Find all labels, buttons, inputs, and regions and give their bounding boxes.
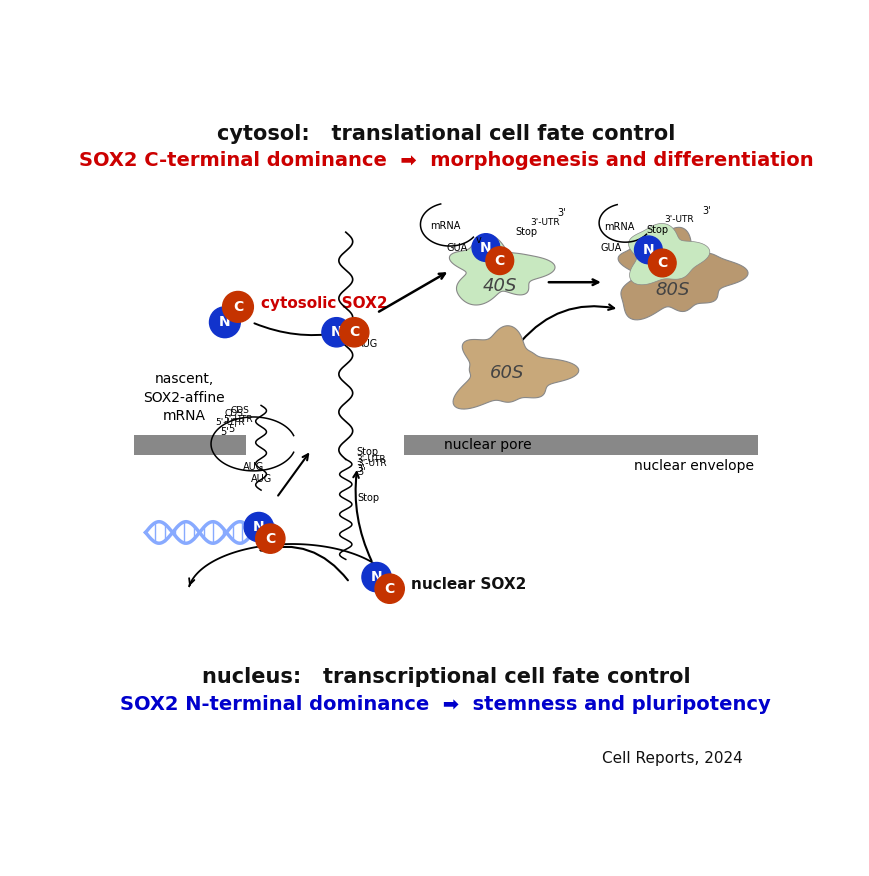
Text: C: C bbox=[233, 300, 242, 314]
Text: 60S: 60S bbox=[490, 364, 524, 382]
Polygon shape bbox=[449, 234, 554, 305]
Bar bbox=[134, 434, 245, 456]
Text: N: N bbox=[219, 315, 230, 329]
Circle shape bbox=[339, 318, 368, 347]
Circle shape bbox=[322, 318, 351, 347]
Polygon shape bbox=[617, 227, 747, 320]
Circle shape bbox=[362, 562, 391, 592]
Text: C: C bbox=[494, 254, 504, 268]
Text: 3': 3' bbox=[701, 207, 710, 216]
Text: 5': 5' bbox=[228, 423, 236, 434]
Text: Stop: Stop bbox=[514, 227, 537, 237]
Text: CDS: CDS bbox=[224, 408, 243, 418]
Text: 3'-UTR: 3'-UTR bbox=[356, 455, 386, 463]
Text: AUG: AUG bbox=[242, 462, 263, 472]
Circle shape bbox=[209, 307, 240, 337]
Text: 40S: 40S bbox=[482, 277, 516, 295]
Text: C: C bbox=[348, 325, 359, 339]
Text: v: v bbox=[342, 320, 348, 329]
Circle shape bbox=[244, 512, 273, 541]
Text: 3': 3' bbox=[356, 463, 365, 474]
Text: N: N bbox=[480, 241, 491, 255]
Text: 3'-UTR: 3'-UTR bbox=[357, 459, 387, 468]
Polygon shape bbox=[627, 223, 709, 285]
Text: SOX2 C-terminal dominance  ➡  morphogenesis and differentiation: SOX2 C-terminal dominance ➡ morphogenesi… bbox=[78, 151, 813, 170]
Circle shape bbox=[634, 236, 661, 264]
Circle shape bbox=[255, 524, 285, 554]
Text: C: C bbox=[265, 532, 275, 546]
Text: 3': 3' bbox=[557, 208, 566, 218]
Text: nuclear envelope: nuclear envelope bbox=[634, 459, 753, 473]
Text: nucleus:   transcriptional cell fate control: nucleus: transcriptional cell fate contr… bbox=[202, 668, 689, 688]
Text: GUA: GUA bbox=[600, 243, 621, 252]
Text: nascent,
SOX2-affine
mRNA: nascent, SOX2-affine mRNA bbox=[143, 372, 224, 423]
Text: AUG: AUG bbox=[356, 339, 377, 349]
Text: N: N bbox=[370, 570, 382, 584]
Text: 3'-UTR: 3'-UTR bbox=[530, 217, 560, 227]
Text: AUG: AUG bbox=[250, 474, 271, 484]
Text: CDS: CDS bbox=[230, 406, 249, 414]
Text: cytosolic SOX2: cytosolic SOX2 bbox=[261, 296, 388, 311]
Text: 3'-UTR: 3'-UTR bbox=[663, 215, 693, 224]
Text: Stop: Stop bbox=[646, 225, 667, 235]
Circle shape bbox=[472, 234, 499, 261]
Text: v: v bbox=[475, 235, 481, 245]
Text: C: C bbox=[656, 256, 667, 270]
Text: nuclear pore: nuclear pore bbox=[444, 438, 532, 452]
Text: 80S: 80S bbox=[655, 281, 689, 299]
Text: mRNA: mRNA bbox=[603, 222, 634, 232]
Circle shape bbox=[486, 247, 513, 274]
Text: mRNA: mRNA bbox=[430, 221, 461, 231]
Text: GUA: GUA bbox=[447, 243, 468, 252]
Text: Stop: Stop bbox=[356, 447, 378, 456]
Text: Cell Reports, 2024: Cell Reports, 2024 bbox=[600, 751, 741, 766]
Text: 5'-UTR: 5'-UTR bbox=[223, 414, 253, 424]
Circle shape bbox=[222, 292, 253, 322]
Polygon shape bbox=[453, 326, 578, 409]
Text: N: N bbox=[642, 243, 653, 257]
Circle shape bbox=[647, 249, 675, 277]
Text: nuclear SOX2: nuclear SOX2 bbox=[411, 576, 526, 591]
Circle shape bbox=[375, 574, 404, 604]
Text: C: C bbox=[384, 582, 395, 596]
Bar bbox=[403, 434, 757, 456]
Text: 5'-UTR: 5'-UTR bbox=[216, 418, 245, 427]
Text: N: N bbox=[330, 325, 342, 339]
Text: N: N bbox=[253, 520, 264, 534]
Text: cytosol:   translational cell fate control: cytosol: translational cell fate control bbox=[216, 124, 674, 145]
Text: Stop: Stop bbox=[357, 493, 379, 503]
Text: 3': 3' bbox=[357, 468, 366, 477]
Text: 5': 5' bbox=[220, 427, 229, 437]
Text: SOX2 N-terminal dominance  ➡  stemness and pluripotency: SOX2 N-terminal dominance ➡ stemness and… bbox=[121, 695, 770, 714]
